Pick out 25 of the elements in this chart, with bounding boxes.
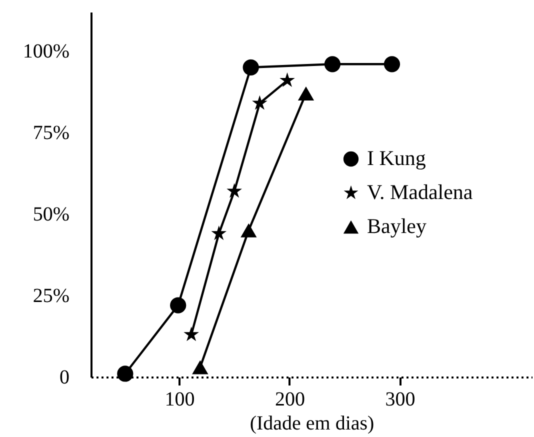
legend-label: V. Madalena — [367, 180, 474, 204]
point — [117, 366, 134, 382]
point — [211, 226, 227, 240]
point — [384, 56, 400, 72]
point — [242, 59, 259, 76]
point — [280, 72, 295, 87]
point — [184, 326, 199, 342]
y-tick-label: 25% — [32, 285, 70, 308]
point — [324, 56, 341, 72]
legend-label: I Kung — [367, 146, 426, 170]
point — [192, 360, 208, 374]
point — [226, 183, 242, 198]
x-tick-label: 300 — [385, 388, 416, 410]
y-tick-label: 100% — [22, 40, 70, 63]
legend-label: Bayley — [367, 214, 427, 238]
y-tick-label: 0 — [60, 366, 70, 388]
point — [252, 95, 268, 110]
point — [240, 223, 257, 238]
x-tick-label: 200 — [274, 388, 305, 410]
point — [170, 297, 186, 314]
point — [298, 86, 314, 100]
x-tick-label: 100 — [164, 388, 195, 410]
y-tick-label: 75% — [32, 122, 70, 144]
y-tick-label: 50% — [32, 204, 70, 226]
x-axis-title: (Idade em dias) — [250, 412, 374, 434]
